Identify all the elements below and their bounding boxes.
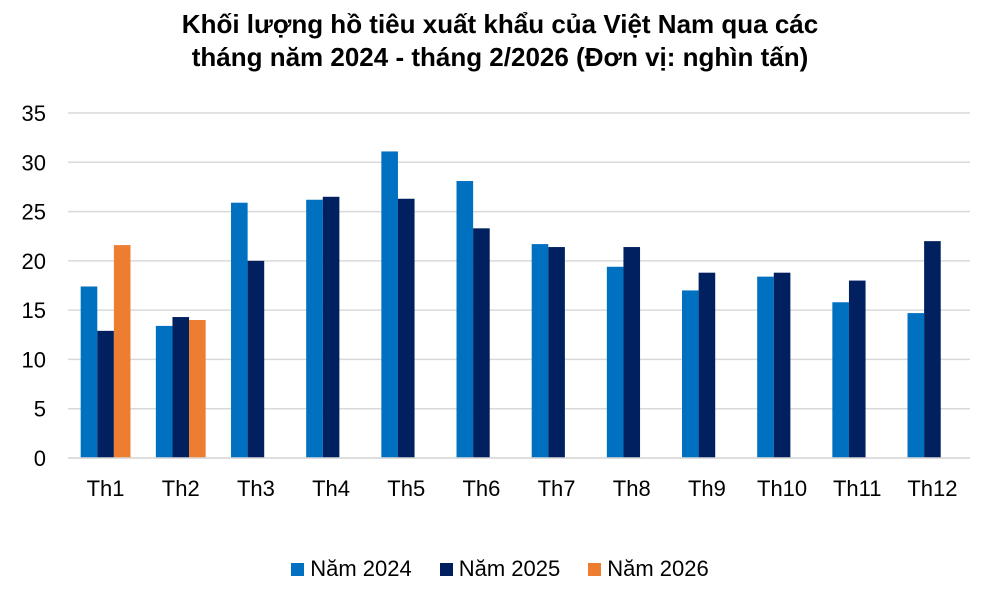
x-tick-label: Th6 bbox=[462, 476, 500, 501]
x-tick-label: Th8 bbox=[613, 476, 651, 501]
bar-năm-2025-th1 bbox=[97, 330, 114, 458]
x-tick-label: Th9 bbox=[688, 476, 726, 501]
y-tick-label: 20 bbox=[22, 249, 46, 274]
x-tick-label: Th2 bbox=[162, 476, 200, 501]
legend-swatch bbox=[588, 562, 602, 576]
bar-năm-2025-th5 bbox=[397, 198, 415, 458]
legend-item: Năm 2024 bbox=[291, 556, 412, 582]
bar-năm-2024-th10 bbox=[757, 276, 774, 458]
bar-năm-2024-th6 bbox=[456, 181, 474, 458]
bar-năm-2024-th12 bbox=[907, 313, 925, 458]
y-tick-label: 5 bbox=[34, 397, 46, 422]
bar-năm-2024-th9 bbox=[682, 290, 699, 458]
bar-năm-2025-th4 bbox=[322, 196, 340, 459]
legend-item: Năm 2025 bbox=[439, 556, 561, 582]
y-tick-label: 0 bbox=[34, 446, 46, 471]
x-tick-label: Th4 bbox=[312, 476, 350, 501]
legend-swatch bbox=[439, 562, 453, 576]
x-tick-label: Th10 bbox=[757, 476, 807, 501]
legend-label: Năm 2026 bbox=[607, 556, 709, 581]
bar-năm-2024-th7 bbox=[531, 244, 549, 458]
bar-năm-2024-th3 bbox=[231, 202, 248, 458]
bar-năm-2025-th2 bbox=[172, 317, 190, 458]
y-tick-label: 10 bbox=[22, 347, 46, 372]
legend-label: Năm 2025 bbox=[458, 556, 561, 581]
bar-năm-2025-th3 bbox=[247, 260, 265, 458]
bar-năm-2026-th2 bbox=[189, 320, 206, 458]
y-tick-label: 30 bbox=[22, 150, 46, 175]
x-tick-label: Th1 bbox=[87, 476, 125, 501]
x-tick-label: Th12 bbox=[907, 476, 957, 501]
bar-năm-2025-th6 bbox=[473, 228, 490, 458]
bar-năm-2025-th8 bbox=[623, 247, 641, 458]
bar-năm-2025-th9 bbox=[698, 272, 716, 458]
x-tick-label: Th5 bbox=[387, 476, 425, 501]
y-tick-label: 15 bbox=[22, 298, 46, 323]
bar-năm-2024-th4 bbox=[306, 199, 323, 458]
bar-năm-2025-th12 bbox=[924, 241, 941, 458]
x-tick-label: Th7 bbox=[538, 476, 576, 501]
legend-item: Năm 2026 bbox=[588, 556, 709, 582]
x-tick-label: Th3 bbox=[237, 476, 275, 501]
x-tick-label: Th11 bbox=[833, 476, 882, 501]
bar-năm-2025-th11 bbox=[848, 280, 866, 458]
bar-năm-2024-th5 bbox=[381, 151, 398, 458]
legend-swatch bbox=[291, 562, 305, 576]
bar-năm-2025-th7 bbox=[548, 247, 565, 458]
chart-title-line-1: Khối lượng hồ tiêu xuất khẩu của Việt Na… bbox=[181, 9, 819, 39]
chart-legend: Năm 2024 Năm 2025 Năm 2026 bbox=[0, 556, 1000, 582]
y-tick-label: 25 bbox=[22, 200, 46, 225]
bar-năm-2024-th2 bbox=[155, 325, 173, 458]
bar-năm-2024-th8 bbox=[606, 266, 624, 458]
bar-năm-2025-th10 bbox=[773, 272, 791, 458]
legend-label: Năm 2024 bbox=[310, 556, 412, 581]
bar-năm-2024-th1 bbox=[80, 286, 98, 458]
bar-năm-2024-th11 bbox=[832, 302, 849, 458]
chart-title: Khối lượng hồ tiêu xuất khẩu của Việt Na… bbox=[0, 8, 1000, 74]
chart-title-line-2: tháng năm 2024 - tháng 2/2026 (Đơn vị: n… bbox=[191, 42, 809, 72]
y-tick-label: 35 bbox=[22, 101, 46, 126]
bar-năm-2026-th1 bbox=[113, 245, 131, 458]
